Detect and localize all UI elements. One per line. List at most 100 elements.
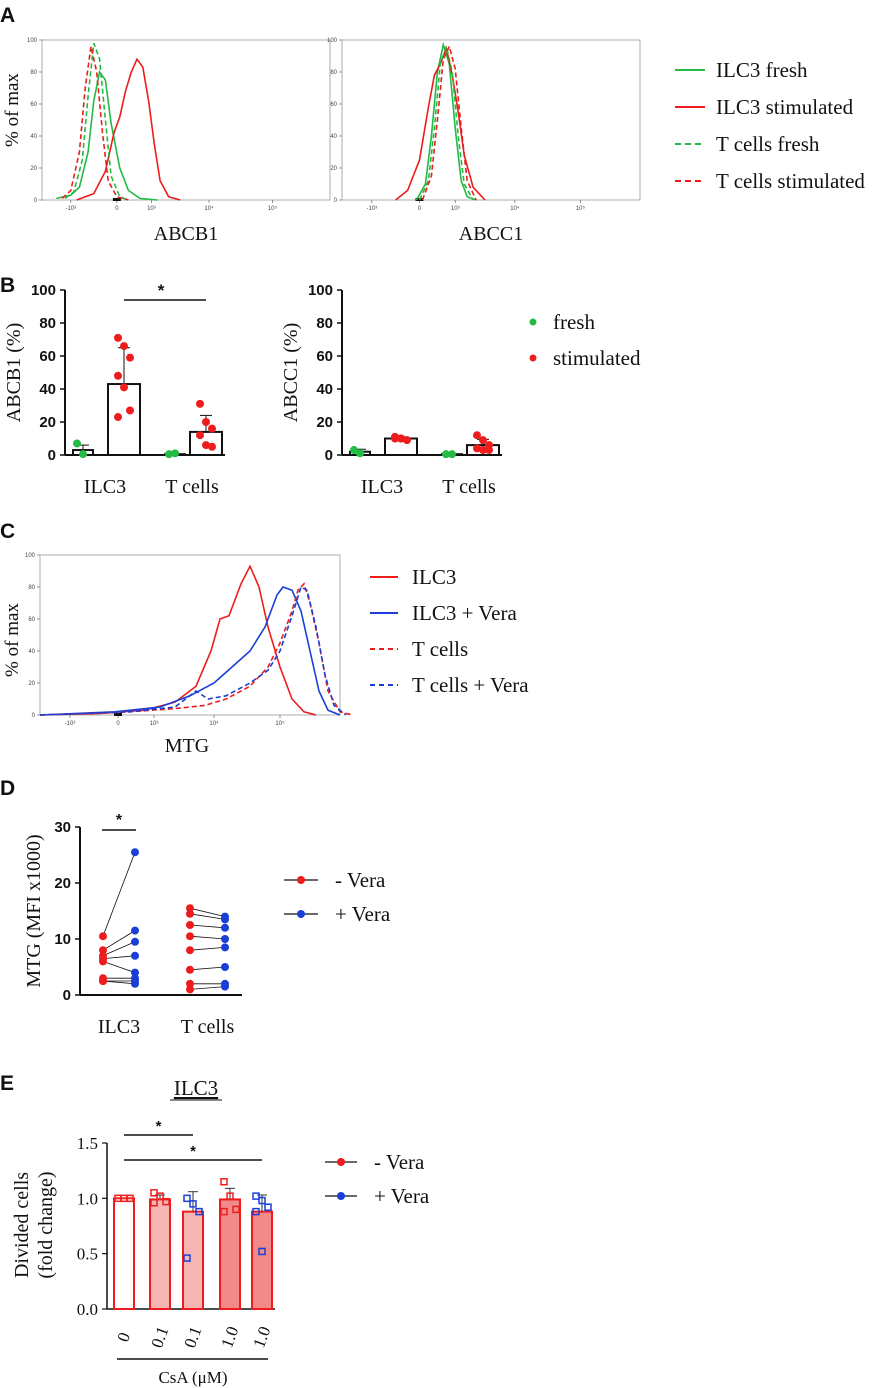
- panel-e-title: ILC3: [174, 1076, 218, 1100]
- panel-c-hist-xtick-label: 10³: [150, 721, 159, 727]
- panel-a-hist-0-ytick-label: 60: [30, 102, 37, 108]
- panel-d-ytick-label: 0: [63, 987, 71, 1004]
- panel-e-sig-star: *: [156, 1118, 162, 1135]
- panel-d-point-minus: [99, 946, 107, 955]
- panel-b-plot-1-ytick-label: 0: [325, 447, 333, 464]
- panel-d-pair-line: [102, 961, 136, 973]
- panel-a-hist-1-frame: [341, 39, 641, 201]
- panel-e-point: [162, 1197, 170, 1206]
- panel-e-ylabel-line2: (fold change): [35, 1171, 57, 1278]
- panel-b-plot-1-ytick-label: 40: [316, 381, 333, 398]
- panel-e-ytick-label: 1.0: [77, 1189, 98, 1208]
- panel-label-b: B: [0, 274, 15, 297]
- panel-c-hist-line-ilc3: [39, 564, 317, 716]
- panel-e-point: [150, 1199, 158, 1207]
- panel-e-point: [126, 1194, 134, 1203]
- panel-d-pair-line: [189, 913, 226, 920]
- panel-b-plot-1-ylabel: ABCC1 (%): [280, 323, 302, 422]
- panel-b-plot-0-point: [196, 431, 204, 440]
- panel-b-legend-label: fresh: [553, 310, 595, 334]
- panel-d-point-minus: [99, 957, 107, 966]
- panel-c-hist-ytick-label: 40: [28, 649, 35, 655]
- panel-a-hist-0-ytick-label: 40: [30, 134, 37, 140]
- panel-e-ytick-label: 1.5: [77, 1134, 98, 1153]
- panel-a-hist-1-line-t-cells-fresh: [418, 43, 474, 201]
- panel-d-point-minus: [186, 909, 194, 918]
- panel-b-plot-0-group-label: ILC3: [84, 476, 126, 498]
- panel-e-category-label: 0: [113, 1330, 134, 1344]
- panel-e-category-label: 1.0: [217, 1324, 242, 1350]
- panel-c-hist-xtick-label: 10⁵: [275, 720, 285, 727]
- panel-d-pair-line: [189, 935, 226, 940]
- panel-d-point-minus: [99, 977, 107, 985]
- panel-b-plot-0-point: [79, 450, 87, 459]
- panel-a: % of max 0 20 40 60 80 100 -10³ 0 10³ 10⁴ 10⁵ ABCB1 0…: [2, 38, 865, 245]
- panel-d-legend-dot: [297, 876, 305, 884]
- panel-c-ylabel: % of max: [2, 603, 23, 677]
- panel-b-plot-0-ytick-label: 0: [48, 447, 56, 464]
- panel-c-hist-ytick-label: 100: [25, 553, 36, 559]
- panel-e-legend-dot: [337, 1158, 345, 1166]
- panel-e-point: [258, 1247, 266, 1256]
- panel-b-plot-1-point: [397, 434, 405, 443]
- panel-b-plot-1-point: [350, 446, 358, 455]
- panel-a-hist-0-ytick-label: 100: [27, 38, 38, 44]
- panel-a-hist-1-line-t-cells-stimulated: [421, 44, 477, 201]
- panel-e-bar: [113, 1197, 135, 1311]
- panel-d-ylabel: MTG (MFI x1000): [23, 834, 45, 987]
- panel-d-group-label: ILC3: [98, 1016, 140, 1038]
- panel-e-point: [156, 1192, 164, 1200]
- panel-d-legend-label: - Vera: [335, 868, 386, 892]
- panel-d-point-plus: [221, 915, 229, 924]
- panel-b-plot-0-point: [120, 383, 128, 392]
- panel-d-point-plus: [221, 982, 229, 991]
- panel-label-d: D: [0, 777, 15, 800]
- panel-a-hist-0-ytick-label: 20: [30, 166, 37, 172]
- panel-b-legend-dot: [529, 354, 537, 362]
- panel-d-pair-line: [189, 907, 226, 917]
- panel-a-hist-1-ytick-label: 20: [330, 166, 337, 172]
- panel-c-legend-label: ILC3: [412, 565, 456, 589]
- panel-e-point: [252, 1192, 260, 1200]
- panel-b-plot-0-point: [196, 399, 204, 408]
- panel-b-plot-0-point: [202, 441, 210, 450]
- panel-a-hist-0-ytick-label: 0: [34, 198, 38, 204]
- panel-d-ytick-label: 10: [54, 931, 71, 948]
- panel-b-plot-0-point: [114, 371, 122, 380]
- panel-b-plot-1-group-label: ILC3: [361, 476, 403, 498]
- panel-d-sig-star: *: [116, 812, 123, 829]
- panel-d-point-plus: [131, 951, 139, 960]
- panel-a-hist-0-line-ilc3-fresh: [56, 70, 158, 201]
- panel-c-legend-label: ILC3 + Vera: [412, 601, 517, 625]
- panel-b: 0 20 40 60 80 100 ABCB1 (%) ILC3 T cells * 0 20 40 60…: [3, 281, 641, 498]
- panel-a-xlabel-0: ABCB1: [154, 223, 218, 245]
- panel-e-category-label: 0.1: [147, 1324, 172, 1350]
- panel-e-ylabel-line1: Divided cells: [11, 1172, 33, 1278]
- panel-a-hist-0-xtick-label: -10³: [65, 206, 76, 212]
- panel-d-point-plus: [131, 848, 139, 857]
- panel-b-plot-0-point: [171, 449, 179, 458]
- panel-e-point: [264, 1203, 272, 1211]
- panel-d-pair-line: [189, 947, 226, 951]
- panel-e-point: [195, 1207, 203, 1216]
- panel-b-plot-0-ytick-label: 100: [31, 282, 56, 299]
- panel-d-point-plus: [221, 935, 229, 943]
- panel-b-plot-0-point: [126, 353, 134, 362]
- panel-e-bar: [182, 1210, 204, 1310]
- panel-d-group-label: T cells: [181, 1016, 235, 1038]
- panel-e-point: [220, 1207, 228, 1216]
- panel-e-point: [183, 1194, 191, 1203]
- panel-c-hist-zero-marker: [114, 713, 122, 716]
- panel-a-hist-0-xtick-label: 10⁴: [204, 205, 214, 212]
- panel-c-hist-ytick-label: 0: [32, 713, 36, 719]
- panel-a-hist-0-xtick-label: 10³: [147, 206, 156, 212]
- panel-d-point-minus: [186, 921, 194, 929]
- panel-d-pair-line: [102, 930, 136, 951]
- panel-b-plot-0-point: [126, 406, 134, 415]
- panel-b-plot-0-point: [202, 418, 210, 426]
- panel-e-ytick-label: 0.0: [77, 1300, 98, 1319]
- panel-e-xlabel: CsA (μM): [158, 1368, 227, 1387]
- panel-a-hist-0-line-t-cells-stimulated: [61, 46, 129, 201]
- panel-d-point-plus: [221, 923, 229, 932]
- panel-a-hist-1-xtick-label: 0: [418, 206, 422, 212]
